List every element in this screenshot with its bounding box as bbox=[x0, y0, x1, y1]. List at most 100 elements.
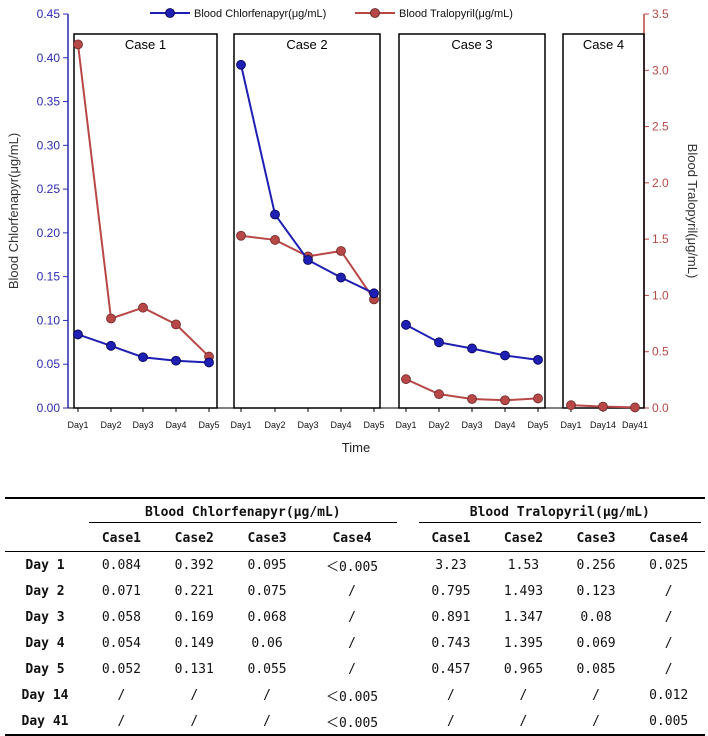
table-cell: ＜0.005 bbox=[303, 708, 401, 736]
table-cell: / bbox=[592, 687, 600, 703]
table-cell: 1.395 bbox=[503, 635, 544, 651]
x-tick-label: Day4 bbox=[494, 420, 515, 430]
table-cell: / bbox=[559, 708, 633, 736]
data-table: Blood Chlorfenapyr(μg/mL) Blood Tralopyr… bbox=[5, 497, 705, 736]
table-cell: 0.965 bbox=[503, 661, 544, 677]
table-cell: 0.169 bbox=[174, 609, 214, 625]
table-cell: 0.085 bbox=[576, 661, 616, 677]
data-point-chlorfenapyr bbox=[270, 209, 280, 220]
data-point-chlorfenapyr bbox=[533, 354, 543, 365]
table-cell: 0.054 bbox=[101, 635, 141, 651]
panel-title: Case 2 bbox=[286, 37, 327, 52]
table-cell: ＜0.005 bbox=[325, 689, 379, 705]
legend-marker-chlorfenapyr bbox=[165, 8, 175, 18]
data-point-chlorfenapyr bbox=[369, 288, 379, 299]
table-gap bbox=[401, 682, 415, 708]
right-tick-label: 0.5 bbox=[652, 345, 669, 359]
x-axis-title: Time bbox=[342, 440, 370, 455]
table-cell: 0.069 bbox=[576, 635, 616, 651]
panel-title: Case 3 bbox=[451, 37, 492, 52]
left-tick-label: 0.15 bbox=[37, 270, 61, 284]
col-header: Case1 bbox=[85, 525, 158, 552]
x-tick-label: Day5 bbox=[527, 420, 548, 430]
table-gap bbox=[400, 708, 415, 736]
row-label: Day 3 bbox=[25, 609, 65, 625]
table-row: Day 5 0.052 0.131 0.055 / 0.457 0.965 0.085 / bbox=[5, 656, 705, 682]
left-axis-title: Blood Chlorfenapyr(μg/mL) bbox=[6, 133, 21, 289]
data-point-tralopyril bbox=[500, 395, 510, 406]
table-cell: 0.068 bbox=[247, 609, 287, 625]
x-tick-label: Day41 bbox=[622, 420, 648, 430]
right-tick-label: 3.5 bbox=[652, 7, 669, 21]
x-tick-label: Day5 bbox=[363, 420, 384, 430]
col-header: Case2 bbox=[157, 525, 231, 552]
table-cell: / bbox=[348, 609, 356, 625]
group-header-chlorfenapyr: Blood Chlorfenapyr(μg/mL) bbox=[85, 497, 401, 525]
table-cell: / bbox=[664, 583, 673, 599]
table-cell: / bbox=[487, 708, 560, 736]
x-tick-label: Day2 bbox=[264, 420, 285, 430]
left-tick-label: 0.45 bbox=[37, 7, 61, 21]
data-point-tralopyril bbox=[171, 319, 181, 330]
data-point-chlorfenapyr bbox=[336, 272, 346, 283]
data-point-tralopyril bbox=[106, 313, 116, 324]
table-row: Day 2 0.071 0.221 0.075 / 0.795 1.493 0.123 / bbox=[5, 578, 705, 604]
table-row: Day 3 0.058 0.169 0.068 / 0.891 1.347 0.08 / bbox=[5, 604, 705, 630]
table-cell: 0.058 bbox=[101, 609, 141, 625]
left-tick-label: 0.30 bbox=[37, 138, 61, 152]
group-header-tralopyril: Blood Tralopyril(μg/mL) bbox=[414, 497, 705, 525]
left-tick-label: 0.00 bbox=[37, 401, 61, 415]
right-axis-title: Blood Tralopyril(μg/mL) bbox=[685, 144, 700, 279]
table-cell: 0.06 bbox=[251, 635, 283, 651]
table-cell: 0.025 bbox=[649, 557, 689, 573]
data-point-tralopyril bbox=[138, 302, 148, 313]
row-label: Day 41 bbox=[5, 708, 85, 736]
x-tick-label: Day2 bbox=[100, 420, 121, 430]
right-tick-label: 0.0 bbox=[652, 401, 669, 415]
x-tick-label: Day2 bbox=[428, 420, 449, 430]
legend-marker-tralopyril bbox=[370, 8, 380, 18]
table-cell: / bbox=[263, 687, 271, 703]
table-gap bbox=[401, 578, 415, 604]
data-point-chlorfenapyr bbox=[138, 352, 148, 363]
left-tick-label: 0.10 bbox=[37, 313, 61, 327]
panel-frame bbox=[562, 33, 645, 409]
panel-title: Case 4 bbox=[583, 37, 624, 52]
table-cell: / bbox=[190, 687, 199, 703]
data-point-tralopyril bbox=[73, 39, 83, 50]
table-cell: / bbox=[446, 687, 455, 703]
data-point-chlorfenapyr bbox=[467, 343, 477, 354]
table-row: Day 4 0.054 0.149 0.06 / 0.743 1.395 0.069 / bbox=[5, 630, 705, 656]
table-cell: 0.149 bbox=[174, 635, 214, 651]
table-cell: 0.123 bbox=[576, 583, 616, 599]
table-cell: 0.071 bbox=[101, 583, 141, 599]
table-cell: / bbox=[85, 708, 158, 736]
table-cell: 0.457 bbox=[431, 661, 471, 677]
table-cell: 0.084 bbox=[101, 557, 141, 573]
right-tick-label: 1.5 bbox=[652, 232, 669, 246]
data-point-chlorfenapyr bbox=[106, 340, 116, 351]
table-cell: / bbox=[519, 687, 528, 703]
table-cell: 1.347 bbox=[503, 609, 544, 625]
table-cell: / bbox=[664, 635, 673, 651]
data-point-tralopyril bbox=[630, 402, 640, 413]
table-cell: 0.012 bbox=[649, 687, 689, 703]
data-point-tralopyril bbox=[467, 394, 477, 404]
table-gap bbox=[401, 552, 415, 579]
panel-frame bbox=[73, 33, 218, 409]
x-tick-label: Day5 bbox=[198, 420, 219, 430]
data-point-tralopyril bbox=[434, 389, 444, 400]
x-tick-label: Day1 bbox=[395, 420, 416, 430]
series-line-tralopyril bbox=[240, 234, 375, 300]
data-point-chlorfenapyr bbox=[171, 355, 181, 366]
table-cell: 0.005 bbox=[632, 708, 705, 736]
panel-frame bbox=[233, 33, 381, 409]
table-cell: / bbox=[230, 708, 304, 736]
table-gap bbox=[401, 656, 415, 682]
data-point-tralopyril bbox=[270, 235, 280, 245]
right-tick-label: 2.0 bbox=[652, 176, 669, 190]
data-point-tralopyril bbox=[598, 401, 608, 412]
data-point-chlorfenapyr bbox=[434, 337, 444, 348]
table-cell: / bbox=[348, 583, 356, 599]
data-point-tralopyril bbox=[566, 400, 576, 411]
